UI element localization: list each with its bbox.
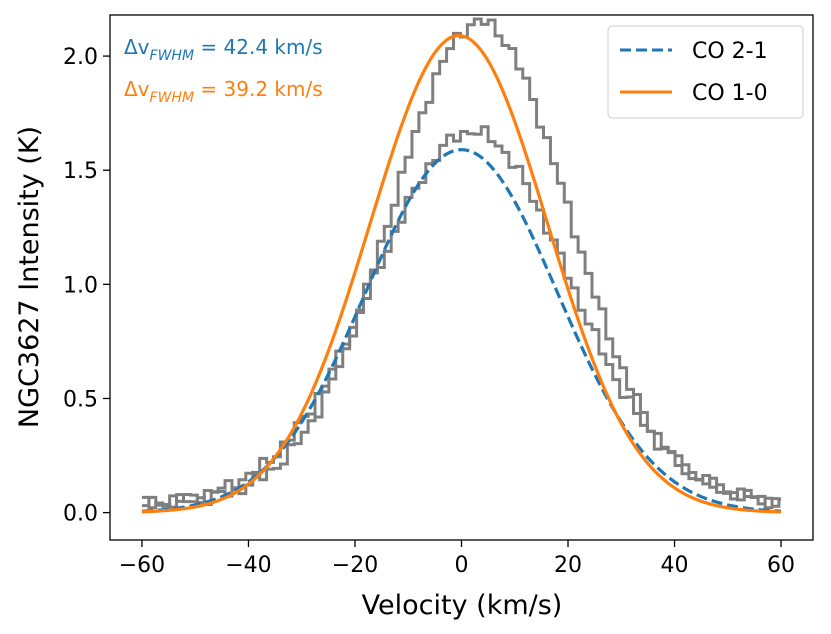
legend: CO 2-1 CO 1-0	[607, 25, 804, 119]
x-tick-label: 60	[767, 553, 795, 578]
y-tick-label: 0.0	[63, 502, 98, 527]
fwhm-annotation-co21: ΔvFWHM = 42.4 km/s	[124, 35, 323, 64]
legend-label-co10: CO 1-0	[692, 81, 768, 106]
y-axis-label: NGC3627 Intensity (K)	[14, 126, 45, 428]
x-tick-label: 20	[554, 553, 582, 578]
y-tick-label: 1.0	[63, 273, 98, 298]
y-tick-label: 0.5	[63, 387, 98, 412]
x-tick-label: −20	[332, 553, 378, 578]
y-axis-ticks: 0.0 0.5 1.0 1.5 2.0	[63, 45, 110, 527]
x-axis-ticks: −60 −40 −20 0 20 40 60	[119, 540, 795, 578]
y-tick-label: 2.0	[63, 45, 98, 70]
x-tick-label: −40	[225, 553, 271, 578]
x-tick-label: 40	[661, 553, 689, 578]
legend-label-co21: CO 2-1	[692, 39, 768, 64]
x-axis-label: Velocity (km/s)	[362, 590, 563, 621]
fit-line-co-2-1	[141, 148, 782, 513]
y-tick-label: 1.5	[63, 159, 98, 184]
fit-line-co-1-0	[141, 33, 782, 514]
gaussian-fits	[141, 33, 782, 514]
x-tick-label: −60	[119, 553, 165, 578]
x-tick-label: 0	[455, 553, 469, 578]
fwhm-annotation-co10: ΔvFWHM = 39.2 km/s	[124, 77, 323, 106]
